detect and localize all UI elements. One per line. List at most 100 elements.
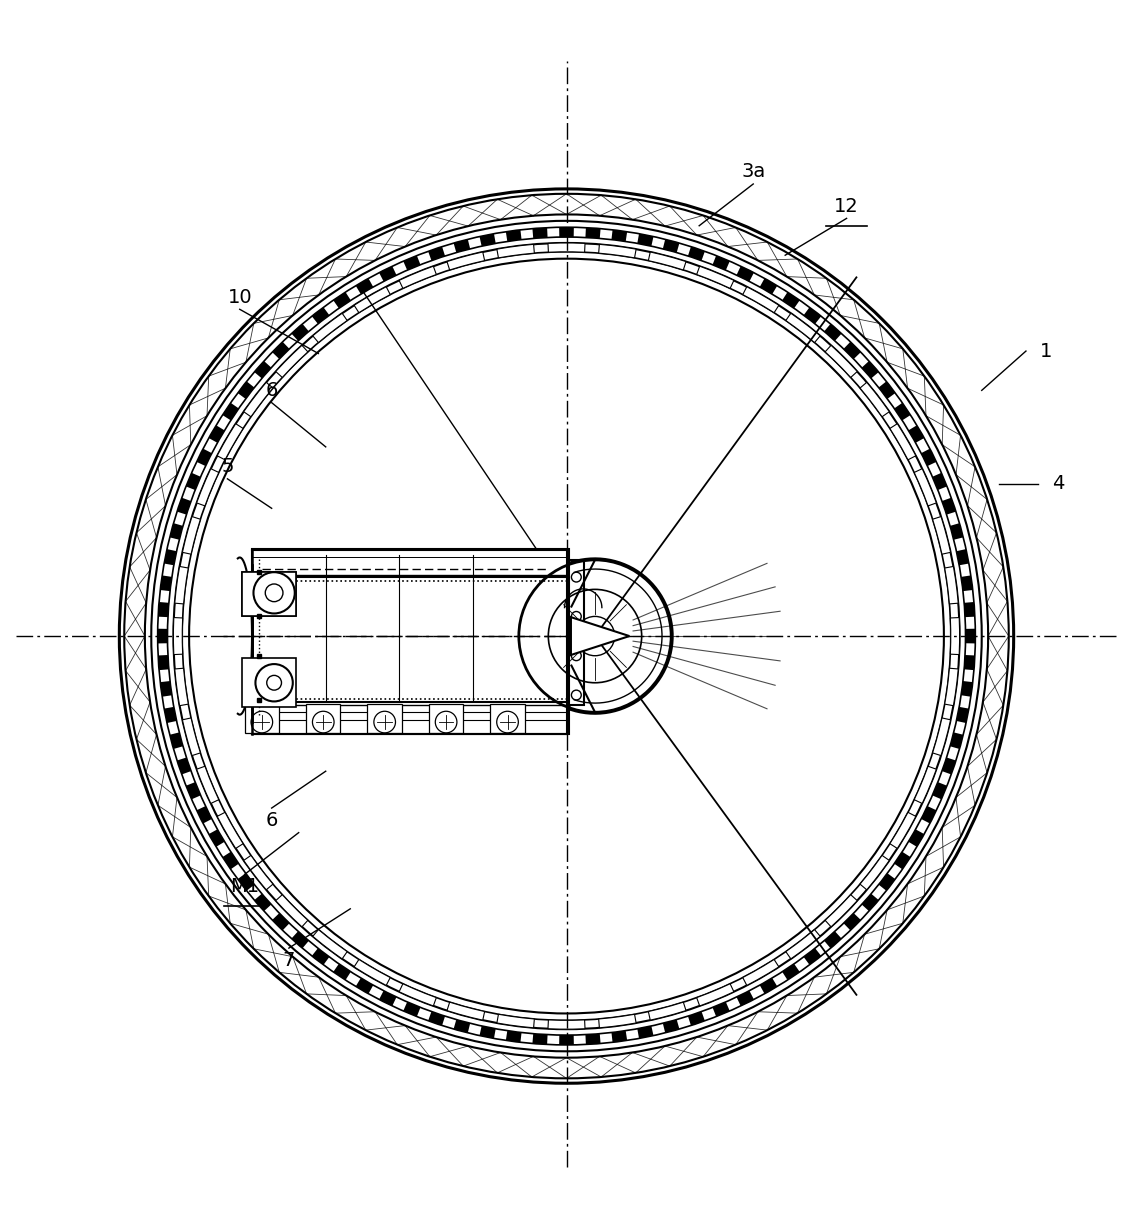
- Polygon shape: [878, 382, 895, 399]
- Polygon shape: [862, 894, 879, 911]
- Polygon shape: [548, 1020, 585, 1029]
- Polygon shape: [894, 851, 911, 870]
- Polygon shape: [786, 313, 820, 342]
- Polygon shape: [173, 618, 182, 654]
- Polygon shape: [909, 426, 925, 443]
- Polygon shape: [803, 307, 821, 324]
- Text: 12: 12: [834, 197, 859, 215]
- Polygon shape: [380, 267, 397, 281]
- Text: 3a: 3a: [741, 163, 766, 181]
- Polygon shape: [275, 345, 308, 378]
- Text: 6: 6: [265, 811, 278, 830]
- Polygon shape: [197, 806, 212, 823]
- Polygon shape: [197, 767, 219, 804]
- Polygon shape: [160, 575, 172, 591]
- Polygon shape: [648, 252, 685, 270]
- Text: 1: 1: [1039, 341, 1051, 361]
- Polygon shape: [560, 227, 573, 237]
- Polygon shape: [197, 449, 212, 466]
- Polygon shape: [548, 243, 585, 252]
- Polygon shape: [254, 894, 271, 911]
- Polygon shape: [159, 602, 169, 618]
- Polygon shape: [914, 468, 936, 506]
- Polygon shape: [961, 681, 973, 697]
- Polygon shape: [355, 959, 390, 986]
- Bar: [242, 572, 296, 616]
- Polygon shape: [945, 668, 959, 706]
- Bar: [491, 704, 525, 734]
- Polygon shape: [844, 914, 861, 931]
- Polygon shape: [312, 307, 330, 324]
- Polygon shape: [182, 516, 201, 554]
- Polygon shape: [164, 549, 177, 565]
- Polygon shape: [380, 991, 397, 1007]
- Polygon shape: [222, 851, 239, 870]
- Polygon shape: [428, 1011, 445, 1026]
- Polygon shape: [254, 361, 271, 378]
- Polygon shape: [760, 978, 777, 994]
- Polygon shape: [238, 873, 255, 890]
- Polygon shape: [612, 230, 628, 241]
- Polygon shape: [275, 895, 308, 927]
- Polygon shape: [399, 983, 436, 1007]
- Bar: [252, 549, 569, 577]
- Polygon shape: [355, 286, 390, 313]
- Bar: [252, 560, 569, 704]
- Polygon shape: [505, 1031, 521, 1042]
- Polygon shape: [782, 292, 800, 308]
- Polygon shape: [218, 812, 244, 849]
- Polygon shape: [174, 566, 188, 604]
- Polygon shape: [399, 267, 436, 289]
- Polygon shape: [313, 313, 347, 342]
- Polygon shape: [356, 978, 373, 994]
- Polygon shape: [222, 402, 239, 421]
- Polygon shape: [208, 426, 224, 443]
- Polygon shape: [208, 829, 224, 846]
- Polygon shape: [949, 733, 963, 748]
- Polygon shape: [878, 873, 895, 890]
- Polygon shape: [479, 1026, 496, 1038]
- Polygon shape: [743, 959, 778, 986]
- Polygon shape: [956, 707, 969, 723]
- Polygon shape: [497, 245, 535, 258]
- Polygon shape: [894, 402, 911, 421]
- Polygon shape: [956, 549, 969, 565]
- Polygon shape: [428, 247, 445, 260]
- Polygon shape: [505, 230, 521, 241]
- Polygon shape: [909, 829, 925, 846]
- Polygon shape: [159, 656, 169, 670]
- Bar: [367, 704, 402, 734]
- Polygon shape: [942, 498, 956, 515]
- Polygon shape: [889, 812, 915, 849]
- Polygon shape: [932, 781, 947, 800]
- Bar: [242, 658, 296, 707]
- Text: 10: 10: [228, 287, 252, 307]
- Polygon shape: [862, 361, 879, 378]
- Polygon shape: [182, 718, 201, 756]
- Polygon shape: [157, 629, 168, 643]
- Polygon shape: [160, 681, 172, 697]
- Polygon shape: [560, 1035, 573, 1044]
- Polygon shape: [921, 449, 936, 466]
- Polygon shape: [186, 781, 201, 800]
- Polygon shape: [586, 227, 600, 238]
- Polygon shape: [272, 914, 289, 931]
- Polygon shape: [170, 523, 184, 539]
- Polygon shape: [571, 618, 630, 656]
- Polygon shape: [598, 1014, 636, 1027]
- Polygon shape: [197, 468, 219, 506]
- Polygon shape: [697, 267, 734, 289]
- Polygon shape: [333, 964, 351, 980]
- Polygon shape: [860, 383, 889, 417]
- Polygon shape: [244, 383, 273, 417]
- Polygon shape: [713, 1002, 730, 1016]
- Polygon shape: [312, 948, 330, 965]
- Polygon shape: [760, 279, 777, 295]
- Polygon shape: [688, 247, 705, 260]
- Bar: [252, 702, 569, 734]
- Text: 6: 6: [265, 380, 278, 400]
- Polygon shape: [497, 1014, 535, 1027]
- Polygon shape: [598, 245, 636, 258]
- Polygon shape: [743, 286, 778, 313]
- Polygon shape: [244, 855, 273, 890]
